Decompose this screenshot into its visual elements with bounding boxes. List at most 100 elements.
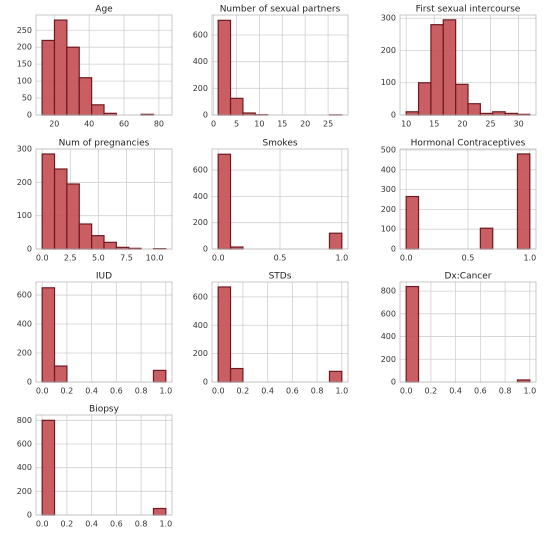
- bar: [152, 507, 167, 516]
- x-tick-label: 0.6: [474, 387, 487, 396]
- y-tick-label: 400: [193, 321, 208, 330]
- y-tick-label: 200: [381, 355, 396, 364]
- bar: [405, 195, 420, 250]
- x-tick-label: 0.8: [311, 387, 324, 396]
- x-tick-label: 0.6: [110, 387, 123, 396]
- bar: [405, 111, 420, 116]
- subplot-title: Hormonal Contraceptives: [411, 139, 526, 149]
- y-tick-label: 250: [17, 26, 32, 35]
- y-tick-label: 0: [27, 378, 32, 387]
- subplot-title: Biopsy: [89, 405, 120, 415]
- x-tick-label: 0.0: [36, 387, 49, 396]
- bar: [229, 367, 244, 383]
- y-tick-label: 0: [203, 378, 208, 387]
- bar: [78, 77, 93, 116]
- bar: [217, 286, 232, 383]
- subplot-title: Number of sexual partners: [220, 5, 341, 15]
- axes-frame: [211, 14, 349, 116]
- x-tick-label: 80: [154, 120, 164, 129]
- bar: [53, 365, 68, 383]
- x-tick-label: 0.2: [61, 387, 74, 396]
- bar: [229, 97, 244, 116]
- axes-frame: [35, 148, 173, 250]
- axes-frame: [35, 414, 173, 516]
- subplot-title: STDs: [269, 272, 292, 282]
- bar: [103, 241, 117, 250]
- x-tick-label: 25: [323, 120, 333, 129]
- y-tick-label: 200: [17, 349, 32, 358]
- bar: [328, 232, 343, 250]
- y-tick-label: 0: [203, 245, 208, 254]
- bar: [417, 82, 432, 116]
- bar: [66, 183, 80, 250]
- x-tick-label: 0.6: [286, 387, 299, 396]
- y-tick-label: 600: [193, 166, 208, 175]
- y-tick-label: 600: [193, 292, 208, 301]
- bar: [467, 103, 481, 116]
- x-tick-label: 1.0: [335, 387, 348, 396]
- y-tick-label: 100: [381, 78, 396, 87]
- bar: [53, 19, 68, 116]
- y-tick-label: 0: [391, 245, 396, 254]
- x-tick-label: 0.4: [85, 520, 98, 529]
- bar: [492, 111, 506, 116]
- bar: [66, 46, 80, 116]
- y-tick-label: 800: [381, 287, 396, 296]
- x-tick-label: 30: [513, 120, 523, 129]
- x-tick-label: 0.0: [36, 520, 49, 529]
- x-tick-label: 0.8: [135, 520, 148, 529]
- x-tick-label: 0.5: [274, 254, 287, 263]
- y-tick-label: 500: [381, 145, 396, 154]
- bar: [328, 370, 343, 383]
- x-tick-label: 0.5: [462, 254, 475, 263]
- subplot: Biopsy 0 200 400 600 800 0.0 0.2 0.4 0.6 0.8 1.0: [17, 405, 173, 529]
- x-tick-label: 0.2: [61, 520, 74, 529]
- x-tick-label: 0.0: [36, 254, 49, 263]
- bar: [53, 168, 68, 250]
- x-tick-label: 1.0: [159, 520, 172, 529]
- x-tick-label: 1.0: [159, 387, 172, 396]
- axes-frame: [399, 281, 537, 383]
- x-tick-label: 15: [429, 120, 439, 129]
- bar: [41, 419, 56, 516]
- bar: [41, 287, 56, 383]
- bar: [455, 83, 469, 116]
- subplot: Dx:Cancer 0 200 400 600 800 0.0 0.2 0.4 0.6 0.8 1.0: [381, 272, 537, 396]
- subplot-title: First sexual intercourse: [416, 5, 521, 15]
- y-tick-label: 100: [17, 211, 32, 220]
- x-tick-label: 20: [457, 120, 467, 129]
- x-tick-label: 60: [119, 120, 129, 129]
- x-tick-label: 0.6: [110, 520, 123, 529]
- x-tick-label: 0.8: [499, 387, 512, 396]
- y-tick-label: 300: [381, 185, 396, 194]
- y-tick-label: 600: [381, 309, 396, 318]
- x-tick-label: 0.4: [261, 387, 274, 396]
- y-tick-label: 200: [17, 43, 32, 52]
- y-tick-label: 400: [193, 192, 208, 201]
- axes-frame: [399, 14, 537, 116]
- bar: [479, 227, 494, 250]
- axes-frame: [211, 148, 349, 250]
- y-tick-label: 150: [17, 60, 32, 69]
- y-tick-label: 200: [193, 84, 208, 93]
- subplot: First sexual intercourse 0 100 200 300 10 15 20…: [381, 5, 537, 129]
- x-tick-label: 7.5: [120, 254, 133, 263]
- axes-frame: [35, 14, 173, 116]
- y-tick-label: 300: [381, 14, 396, 23]
- y-tick-label: 400: [381, 332, 396, 341]
- y-tick-label: 200: [193, 349, 208, 358]
- bar: [41, 153, 56, 250]
- x-tick-label: 25: [485, 120, 495, 129]
- x-tick-label: 10.0: [146, 254, 164, 263]
- bar: [217, 153, 232, 250]
- subplot-title: IUD: [96, 272, 112, 282]
- x-tick-label: 5.0: [92, 254, 105, 263]
- y-tick-label: 0: [27, 511, 32, 520]
- y-tick-label: 300: [17, 145, 32, 154]
- y-tick-label: 400: [193, 57, 208, 66]
- subplot-title: Smokes: [262, 139, 297, 149]
- x-tick-label: 2.5: [64, 254, 77, 263]
- x-tick-label: 0.0: [400, 387, 413, 396]
- subplot: Num of pregnancies 0 100 200 300 0.0 2.5 5.0 7.5…: [17, 139, 173, 263]
- subplot-title: Dx:Cancer: [445, 272, 492, 282]
